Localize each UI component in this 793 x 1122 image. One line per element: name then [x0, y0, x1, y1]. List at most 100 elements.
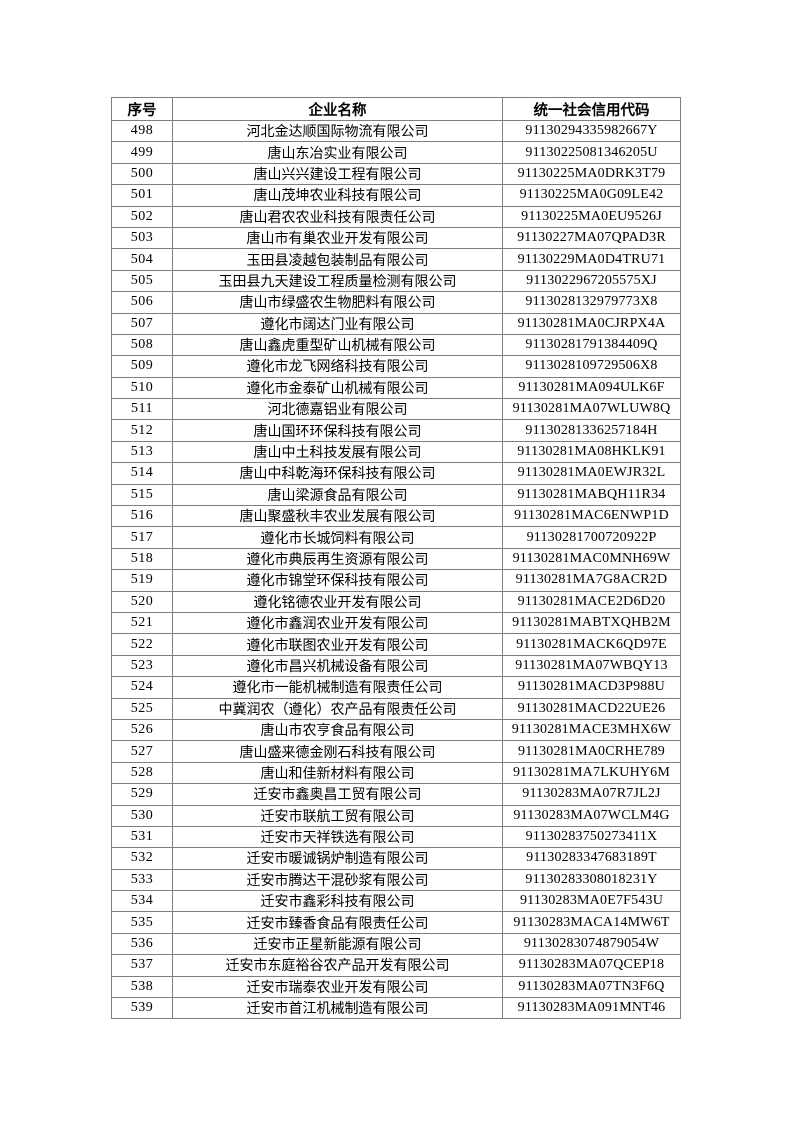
- credit-code-cell: 91130283MACA14MW6T: [502, 911, 681, 934]
- serial-cell: 514: [111, 462, 173, 485]
- company-name-cell: 迁安市联航工贸有限公司: [172, 804, 503, 827]
- table-row: 517 遵化市长城饲料有限公司 91130281700720922P: [111, 526, 681, 549]
- credit-code-cell: 91130281MACK6QD97E: [502, 633, 681, 656]
- serial-cell: 536: [111, 932, 173, 956]
- credit-code-cell: 91130281700720922P: [502, 526, 681, 549]
- credit-code-cell: 91130283074879054W: [502, 932, 681, 956]
- credit-code-cell: 91130281MA0CRHE789: [502, 740, 681, 763]
- table-row: 500 唐山兴兴建设工程有限公司 91130225MA0DRK3T79: [111, 162, 681, 186]
- serial-cell: 501: [111, 184, 173, 207]
- company-name-cell: 玉田县九天建设工程质量检测有限公司: [172, 269, 503, 293]
- company-name-cell: 迁安市鑫奥昌工贸有限公司: [172, 783, 503, 806]
- company-name-cell: 遵化市典辰再生资源有限公司: [172, 547, 503, 571]
- credit-code-cell: 91130281MA0CJRPX4A: [502, 312, 681, 335]
- company-name-cell: 迁安市鑫彩科技有限公司: [172, 890, 503, 913]
- company-name-cell: 唐山盛来德金刚石科技有限公司: [172, 740, 503, 763]
- serial-cell: 532: [111, 847, 173, 870]
- serial-cell: 522: [111, 633, 173, 656]
- serial-cell: 511: [111, 398, 173, 421]
- table-row: 537 迁安市东庭裕谷农产品开发有限公司 91130283MA07QCEP18: [111, 954, 681, 977]
- company-name-cell: 河北德嘉铝业有限公司: [172, 398, 503, 421]
- company-name-cell: 遵化市一能机械制造有限责任公司: [172, 676, 503, 699]
- table-row: 519 遵化市锦堂环保科技有限公司 91130281MA7G8ACR2D: [111, 569, 681, 592]
- serial-cell: 518: [111, 547, 173, 571]
- table-row: 512 唐山国环环保科技有限公司 91130281336257184H: [111, 419, 681, 442]
- serial-cell: 527: [111, 740, 173, 763]
- company-name-cell: 遵化市阔达门业有限公司: [172, 312, 503, 335]
- table-row: 535 迁安市臻香食品有限责任公司 91130283MACA14MW6T: [111, 911, 681, 934]
- company-name-cell: 唐山市有巢农业开发有限公司: [172, 226, 503, 250]
- credit-code-cell: 91130225081346205U: [502, 141, 681, 164]
- credit-code-cell: 91130294335982667Y: [502, 119, 681, 143]
- serial-cell: 505: [111, 269, 173, 293]
- serial-cell: 516: [111, 505, 173, 528]
- credit-code-cell: 91130283347683189T: [502, 847, 681, 870]
- serial-cell: 528: [111, 761, 173, 785]
- credit-code-cell: 91130283MA091MNT46: [502, 997, 681, 1020]
- company-name-cell: 玉田县凌越包装制品有限公司: [172, 248, 503, 271]
- serial-cell: 520: [111, 590, 173, 613]
- table-row: 529 迁安市鑫奥昌工贸有限公司 91130283MA07R7JL2J: [111, 783, 681, 806]
- serial-cell: 507: [111, 312, 173, 335]
- credit-code-cell: 91130281MA7G8ACR2D: [502, 569, 681, 592]
- company-name-cell: 遵化市金泰矿山机械有限公司: [172, 376, 503, 400]
- table-row: 533 迁安市腾达干混砂浆有限公司 91130283308018231Y: [111, 868, 681, 892]
- col-header-company-name: 企业名称: [172, 97, 503, 121]
- serial-cell: 526: [111, 718, 173, 742]
- company-table: 序号 企业名称 统一社会信用代码 498 河北金达顺国际物流有限公司 9113029…: [111, 97, 681, 1020]
- serial-cell: 524: [111, 676, 173, 699]
- serial-cell: 513: [111, 440, 173, 464]
- credit-code-cell: 91130281MACD22UE26: [502, 697, 681, 720]
- table-row: 518 遵化市典辰再生资源有限公司 91130281MAC0MNH69W: [111, 547, 681, 571]
- table-row: 514 唐山中科乾海环保科技有限公司 91130281MA0EWJR32L: [111, 462, 681, 485]
- table-row: 534 迁安市鑫彩科技有限公司 91130283MA0E7F543U: [111, 890, 681, 913]
- company-name-cell: 唐山东冶实业有限公司: [172, 141, 503, 164]
- credit-code-cell: 9113022967205575XJ: [502, 269, 681, 293]
- table-header-row: 序号 企业名称 统一社会信用代码: [111, 97, 681, 121]
- company-name-cell: 迁安市首江机械制造有限公司: [172, 997, 503, 1020]
- table-row: 526 唐山市农亨食品有限公司 91130281MACE3MHX6W: [111, 718, 681, 742]
- table-row: 516 唐山聚盛秋丰农业发展有限公司 91130281MAC6ENWP1D: [111, 505, 681, 528]
- table-row: 501 唐山茂坤农业科技有限公司 91130225MA0G09LE42: [111, 184, 681, 207]
- serial-cell: 517: [111, 526, 173, 549]
- company-name-cell: 遵化市鑫润农业开发有限公司: [172, 611, 503, 635]
- table-row: 510 遵化市金泰矿山机械有限公司 91130281MA094ULK6F: [111, 376, 681, 400]
- serial-cell: 521: [111, 611, 173, 635]
- serial-cell: 533: [111, 868, 173, 892]
- serial-cell: 502: [111, 205, 173, 228]
- credit-code-cell: 91130227MA07QPAD3R: [502, 226, 681, 250]
- table-row: 520 遵化铭德农业开发有限公司 91130281MACE2D6D20: [111, 590, 681, 613]
- company-name-cell: 唐山和佳新材料有限公司: [172, 761, 503, 785]
- serial-cell: 529: [111, 783, 173, 806]
- credit-code-cell: 91130281336257184H: [502, 419, 681, 442]
- table-row: 532 迁安市暖诚锅炉制造有限公司 91130283347683189T: [111, 847, 681, 870]
- col-header-credit-code: 统一社会信用代码: [502, 97, 681, 121]
- table-row: 523 遵化市昌兴机械设备有限公司 91130281MA07WBQY13: [111, 654, 681, 678]
- serial-cell: 509: [111, 355, 173, 378]
- credit-code-cell: 91130281MABQH11R34: [502, 483, 681, 507]
- serial-cell: 537: [111, 954, 173, 977]
- table-row: 502 唐山君农农业科技有限责任公司 91130225MA0EU9526J: [111, 205, 681, 228]
- company-name-cell: 迁安市臻香食品有限责任公司: [172, 911, 503, 934]
- serial-cell: 530: [111, 804, 173, 827]
- serial-cell: 525: [111, 697, 173, 720]
- credit-code-cell: 91130281MA07WLUW8Q: [502, 398, 681, 421]
- credit-code-cell: 9113028109729506X8: [502, 355, 681, 378]
- credit-code-cell: 91130225MA0G09LE42: [502, 184, 681, 207]
- serial-cell: 523: [111, 654, 173, 678]
- company-name-cell: 唐山国环环保科技有限公司: [172, 419, 503, 442]
- table-row: 522 遵化市联图农业开发有限公司 91130281MACK6QD97E: [111, 633, 681, 656]
- credit-code-cell: 9113028132979773X8: [502, 291, 681, 314]
- credit-code-cell: 91130283MA0E7F543U: [502, 890, 681, 913]
- table-row: 536 迁安市正星新能源有限公司 91130283074879054W: [111, 932, 681, 956]
- table-row: 506 唐山市绿盛农生物肥料有限公司 9113028132979773X8: [111, 291, 681, 314]
- serial-cell: 539: [111, 997, 173, 1020]
- company-name-cell: 唐山茂坤农业科技有限公司: [172, 184, 503, 207]
- credit-code-cell: 91130283MA07TN3F6Q: [502, 975, 681, 999]
- table-row: 515 唐山梁源食品有限公司 91130281MABQH11R34: [111, 483, 681, 507]
- company-name-cell: 唐山中科乾海环保科技有限公司: [172, 462, 503, 485]
- credit-code-cell: 91130281MA07WBQY13: [502, 654, 681, 678]
- credit-code-cell: 91130229MA0D4TRU71: [502, 248, 681, 271]
- company-name-cell: 遵化铭德农业开发有限公司: [172, 590, 503, 613]
- table-row: 511 河北德嘉铝业有限公司 91130281MA07WLUW8Q: [111, 398, 681, 421]
